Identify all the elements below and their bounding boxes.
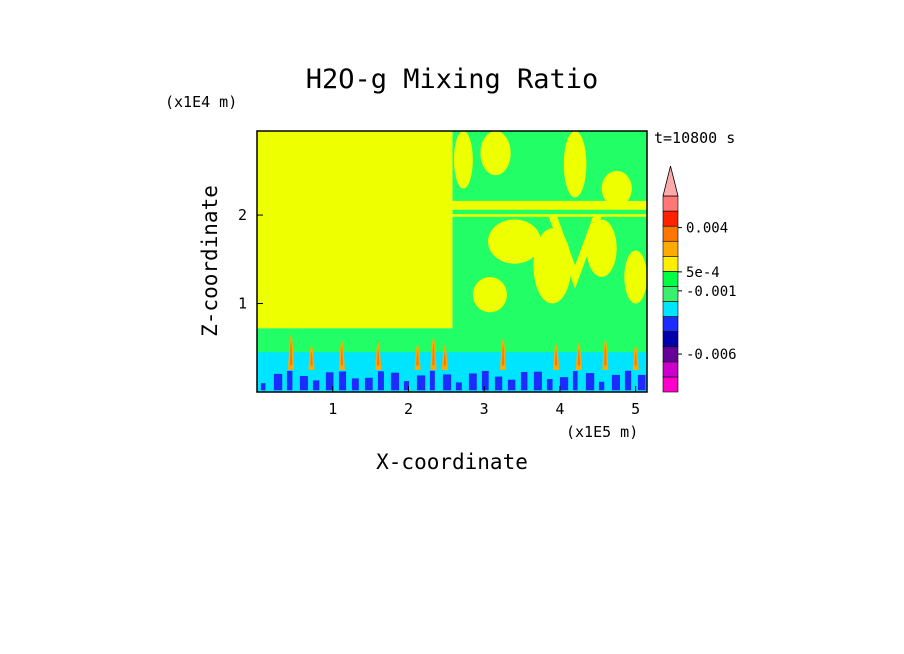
- x-axis-label: X-coordinate: [376, 450, 528, 474]
- plume-core: [604, 345, 607, 366]
- surface-patch: [468, 373, 477, 391]
- surface-patch: [312, 380, 320, 391]
- colorbar-label: 5e-4: [686, 265, 720, 281]
- colorbar-segment: [662, 301, 679, 317]
- colorbar-label: -0.001: [686, 284, 737, 300]
- plume-core: [416, 350, 419, 366]
- y-axis-label: Z-coordinate: [198, 185, 222, 337]
- surface-patch: [546, 379, 553, 391]
- moist-patch: [480, 131, 511, 176]
- colorbar-segment: [662, 271, 679, 287]
- colorbar-arrow: [662, 165, 679, 197]
- surface-patch: [351, 378, 359, 391]
- colorbar-segment: [662, 331, 679, 348]
- x-axis: 1 2 3 4 5: [328, 386, 640, 418]
- plume-core: [310, 351, 313, 366]
- plume-core: [577, 349, 581, 366]
- moist-patch: [487, 219, 541, 264]
- surface-patch: [416, 375, 426, 391]
- colorbar: 0.004 5e-4 -0.001 -0.006: [662, 165, 737, 393]
- surface-patch: [442, 374, 452, 391]
- x-tick-label: 4: [555, 400, 564, 418]
- moist-patch: [563, 131, 587, 198]
- y-axis: 12: [238, 206, 263, 313]
- colorbar-segment: [662, 210, 679, 227]
- plume-core: [634, 352, 637, 366]
- surface-patch: [572, 371, 578, 391]
- surface-patch: [325, 372, 334, 391]
- x-unit-label: (x1E5 m): [566, 423, 638, 441]
- plume-core: [376, 348, 380, 366]
- colorbar-segment: [662, 346, 679, 363]
- surface-patch: [637, 374, 646, 391]
- y-tick-label: 2: [238, 206, 247, 224]
- surface-patch: [299, 375, 308, 391]
- region-upper-left: [257, 131, 453, 329]
- surface-patch: [533, 371, 542, 391]
- chart-title: H2O-g Mixing Ratio: [306, 64, 599, 95]
- colorbar-segment: [662, 316, 679, 332]
- surface-patch: [403, 381, 410, 391]
- moist-patch: [624, 250, 647, 304]
- plume-core: [501, 344, 505, 366]
- moist-band: [452, 200, 647, 217]
- surface-patch: [507, 379, 516, 391]
- region-near-surface: [257, 352, 647, 392]
- surface-patch: [455, 382, 462, 391]
- colorbar-segment: [662, 240, 679, 257]
- surface-patch: [273, 373, 283, 391]
- plume-core: [289, 341, 293, 366]
- surface-patch: [611, 374, 621, 391]
- surface-patch: [377, 371, 384, 391]
- surface-patch: [494, 376, 503, 391]
- plume-core: [340, 346, 344, 366]
- moist-patch: [453, 131, 473, 189]
- heatmap-field: [257, 131, 647, 392]
- x-tick-label: 1: [328, 400, 337, 418]
- colorbar-label: 0.004: [686, 221, 728, 237]
- plot-frame: [256, 130, 648, 393]
- moist-patch: [472, 276, 507, 313]
- heatmap-plot: [257, 131, 647, 392]
- surface-patch: [585, 373, 595, 391]
- time-label: t=10800 s: [654, 129, 735, 147]
- surface-patch: [364, 377, 373, 391]
- v-feature: [548, 213, 602, 289]
- plume-core: [554, 350, 558, 366]
- x-tick-label: 2: [404, 400, 413, 418]
- surface-patch: [260, 383, 266, 391]
- surface-patch: [598, 381, 605, 391]
- colorbar-label: -0.006: [686, 347, 737, 363]
- surface-patch: [624, 370, 632, 391]
- surface-patch: [286, 370, 293, 391]
- surface-patch: [429, 370, 435, 391]
- plume-core: [432, 343, 435, 366]
- colorbar-segment: [662, 195, 679, 212]
- surface-patch: [559, 377, 569, 391]
- surface-patch: [481, 370, 489, 391]
- x-tick-label: 5: [631, 400, 640, 418]
- plume-core: [443, 352, 447, 366]
- dry-band: [452, 209, 647, 215]
- y-tick-label: 1: [238, 295, 247, 313]
- x-tick-label: 3: [480, 400, 489, 418]
- surface-patch: [520, 371, 528, 391]
- moist-patch: [601, 170, 632, 207]
- colorbar-segment: [662, 286, 679, 302]
- colorbar-segment: [662, 256, 679, 272]
- z-unit-label: (x1E4 m): [165, 93, 237, 111]
- surface-patch: [390, 372, 400, 391]
- colorbar-segment: [662, 361, 679, 378]
- colorbar-segment: [662, 225, 679, 242]
- surface-patch: [338, 371, 347, 391]
- colorbar-segment: [662, 376, 679, 393]
